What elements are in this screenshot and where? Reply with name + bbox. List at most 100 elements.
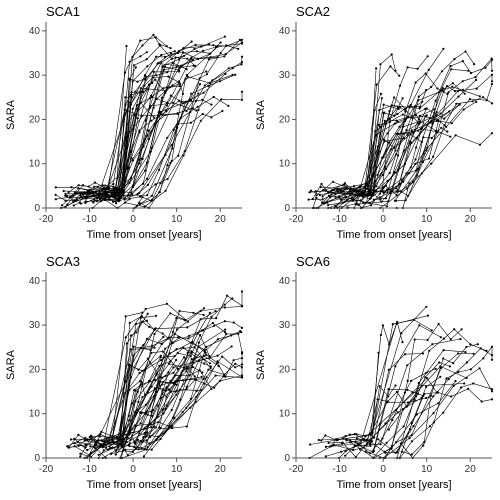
data-point — [409, 140, 411, 142]
data-point — [345, 188, 347, 190]
data-point — [139, 411, 141, 413]
data-point — [89, 445, 91, 447]
data-point — [451, 86, 453, 88]
data-point — [115, 453, 117, 455]
data-point — [337, 191, 339, 193]
data-point — [98, 454, 100, 456]
data-point — [201, 371, 203, 373]
data-point — [436, 120, 438, 122]
data-point — [127, 371, 129, 373]
data-point — [473, 63, 475, 65]
data-point — [391, 419, 393, 421]
data-point — [197, 109, 199, 111]
data-point — [135, 331, 137, 333]
data-point — [443, 118, 445, 120]
data-point — [70, 196, 72, 198]
data-point — [160, 54, 162, 56]
data-point — [367, 195, 369, 197]
data-point — [371, 193, 373, 195]
data-point — [431, 343, 433, 345]
subject-trace — [86, 47, 216, 203]
subject-trace — [75, 54, 210, 193]
data-point — [205, 352, 207, 354]
data-point — [479, 95, 481, 97]
data-point — [127, 437, 129, 439]
data-point — [140, 347, 142, 349]
data-point — [164, 348, 166, 350]
data-point — [414, 163, 416, 165]
data-point — [237, 48, 239, 50]
y-tick-label: 40 — [29, 26, 41, 37]
data-point — [239, 330, 241, 332]
data-point — [133, 346, 135, 348]
data-point — [491, 132, 493, 134]
data-point — [380, 190, 382, 192]
data-point — [351, 193, 353, 195]
x-tick-label: 10 — [421, 214, 433, 225]
data-point — [174, 355, 176, 357]
data-point — [151, 345, 153, 347]
data-point — [429, 425, 431, 427]
x-tick-label: -10 — [82, 214, 97, 225]
data-point — [453, 58, 455, 60]
y-tick-label: 20 — [279, 114, 291, 125]
data-point — [432, 156, 434, 158]
data-point — [159, 381, 161, 383]
data-point — [330, 193, 332, 195]
data-point — [343, 190, 345, 192]
data-point — [341, 443, 343, 445]
data-point — [185, 379, 187, 381]
data-point — [200, 310, 202, 312]
data-point — [411, 422, 413, 424]
data-point — [215, 310, 217, 312]
data-point — [428, 350, 430, 352]
data-point — [164, 66, 166, 68]
data-point — [491, 359, 493, 361]
data-point — [203, 307, 205, 309]
data-point — [449, 365, 451, 367]
data-point — [217, 338, 219, 340]
data-point — [189, 407, 191, 409]
data-point — [482, 357, 484, 359]
y-tick-label: 30 — [29, 320, 41, 331]
data-point — [358, 444, 360, 446]
data-point — [345, 439, 347, 441]
data-point — [352, 449, 354, 451]
data-point — [170, 52, 172, 54]
data-point — [112, 193, 114, 195]
x-tick-label: 10 — [421, 464, 433, 475]
data-point — [210, 104, 212, 106]
data-point — [472, 100, 474, 102]
data-point — [491, 74, 493, 76]
data-point — [324, 434, 326, 436]
data-point — [332, 181, 334, 183]
data-point — [146, 338, 148, 340]
data-point — [417, 168, 419, 170]
data-point — [397, 154, 399, 156]
data-point — [308, 191, 310, 193]
data-point — [227, 105, 229, 107]
data-point — [224, 36, 226, 38]
data-point — [176, 389, 178, 391]
data-point — [491, 70, 493, 72]
data-point — [371, 432, 373, 434]
data-point — [240, 63, 242, 65]
data-point — [115, 449, 117, 451]
data-point — [401, 451, 403, 453]
data-point — [457, 352, 459, 354]
data-point — [179, 399, 181, 401]
data-point — [320, 186, 322, 188]
data-point — [383, 451, 385, 453]
x-tick-label: -20 — [289, 464, 304, 475]
data-point — [126, 167, 128, 169]
y-axis-label: SARA — [255, 99, 267, 130]
data-point — [220, 52, 222, 54]
data-point — [70, 186, 72, 188]
data-point — [368, 185, 370, 187]
data-point — [224, 329, 226, 331]
x-tick-label: 0 — [380, 214, 386, 225]
data-point — [325, 455, 327, 457]
data-point — [139, 55, 141, 57]
data-point — [364, 435, 366, 437]
data-point — [164, 92, 166, 94]
